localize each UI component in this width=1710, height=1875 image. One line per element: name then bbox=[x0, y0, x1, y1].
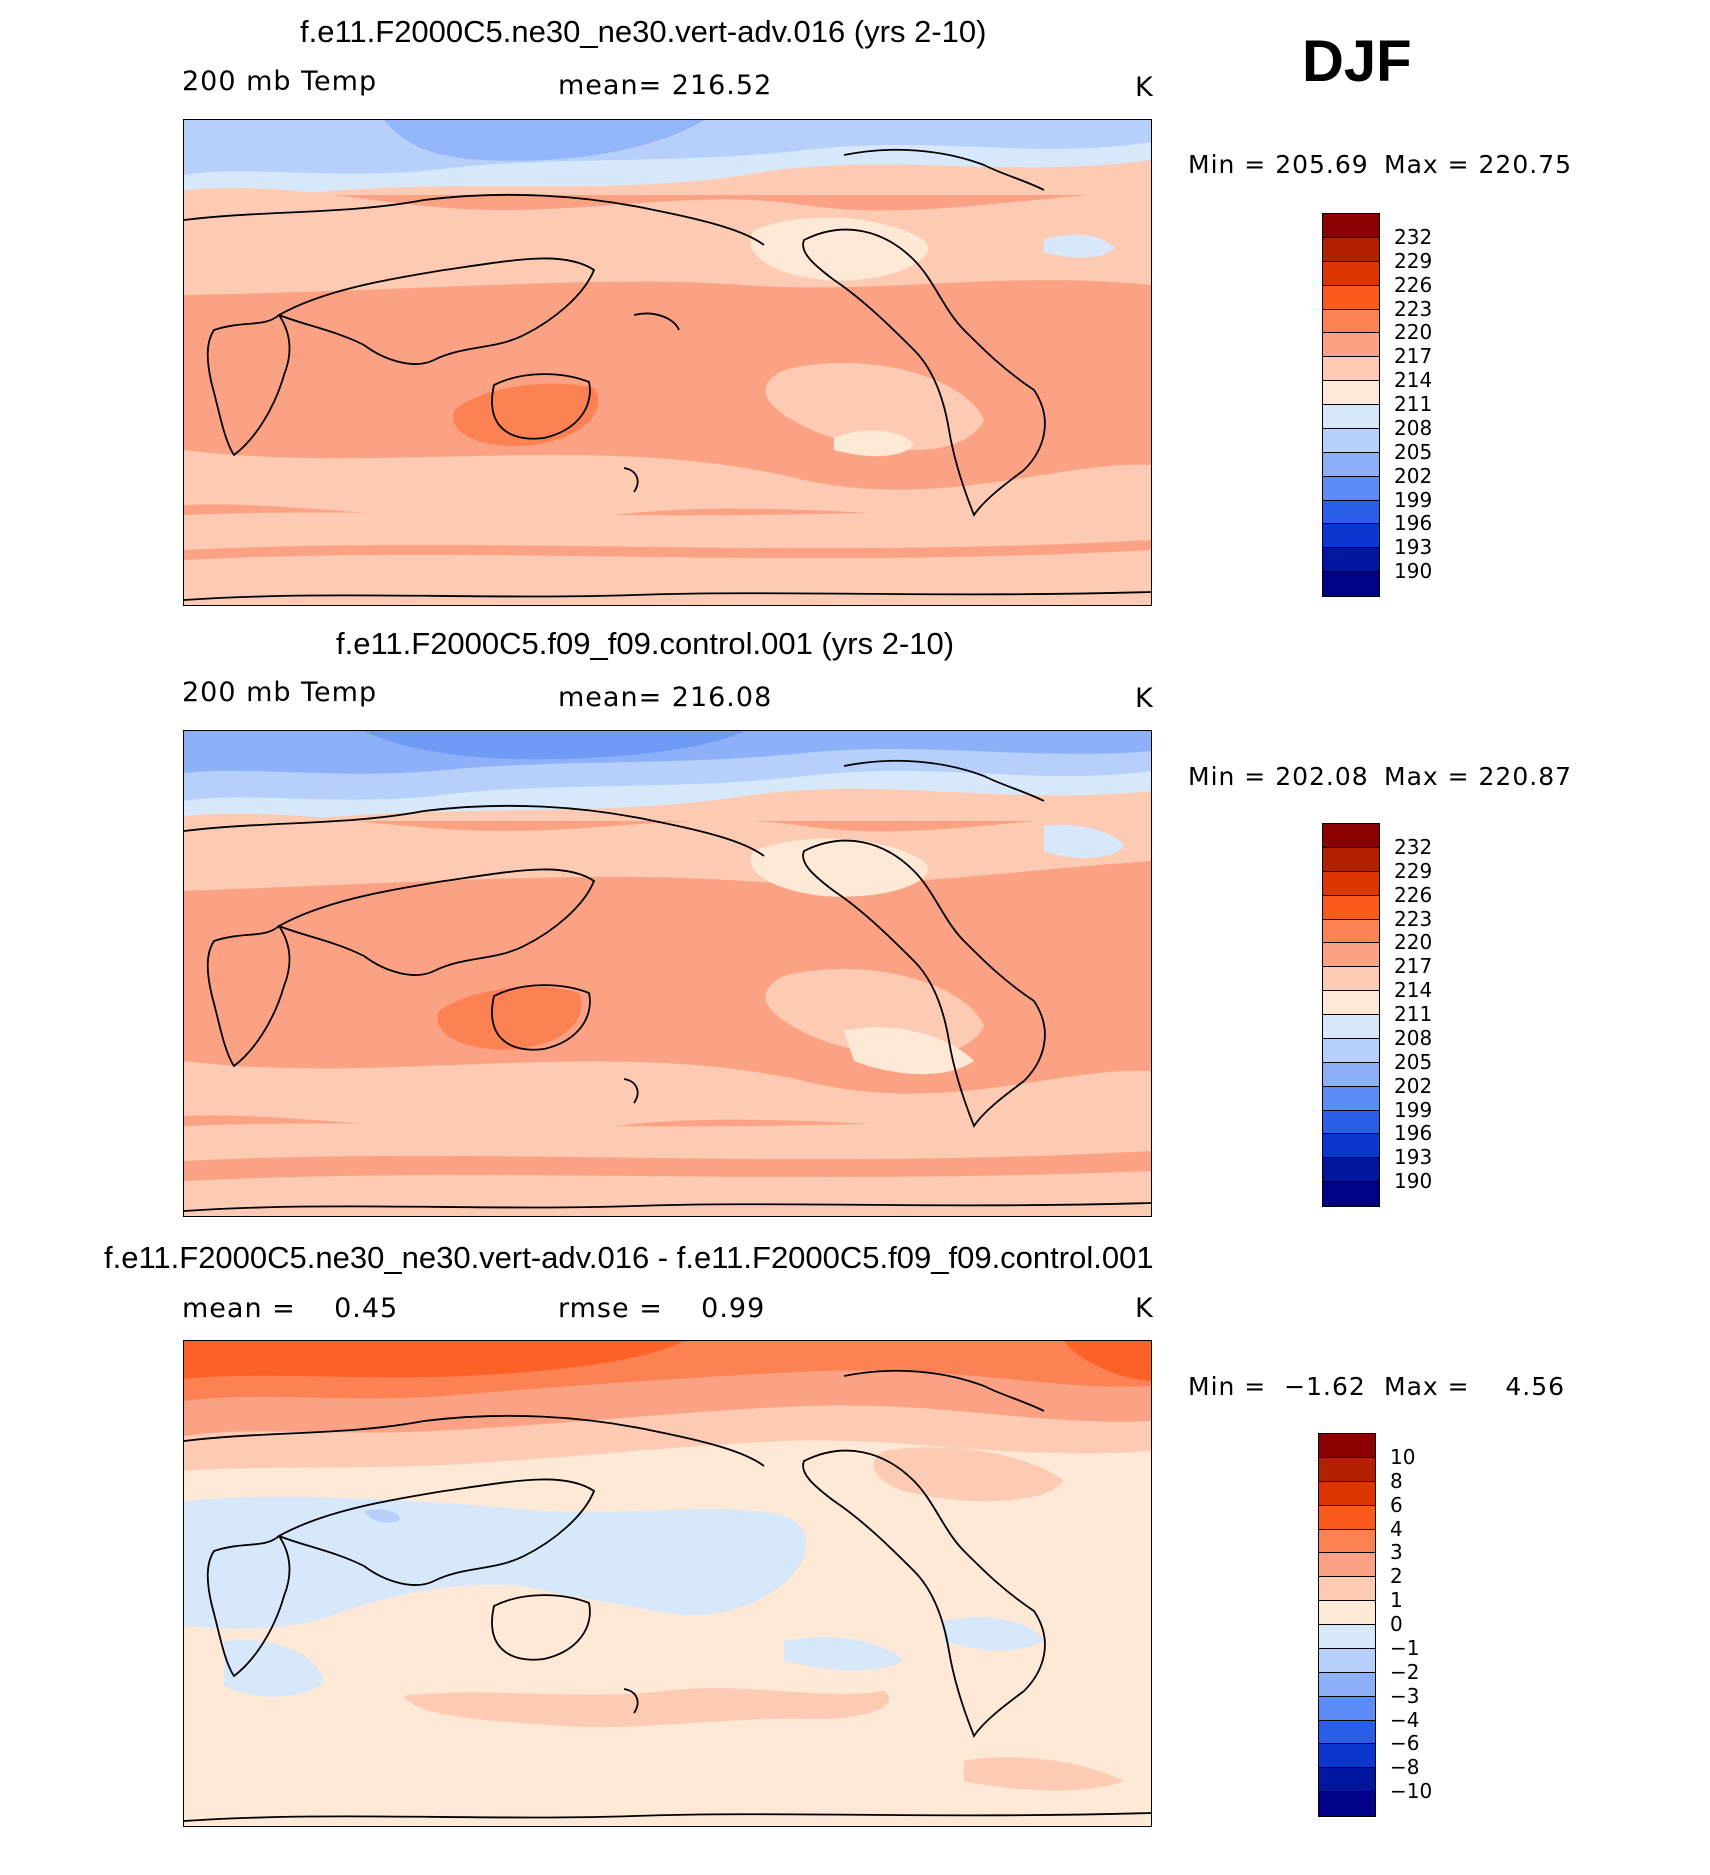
panel-2-colorbar bbox=[1322, 823, 1380, 1207]
colorbar-tick-label: 217 bbox=[1394, 344, 1432, 368]
panel-1-max: Max = 220.75 bbox=[1384, 150, 1572, 179]
panel-1-variable-label: 200 mb Temp bbox=[182, 66, 377, 97]
panel-3-max: Max = 4.56 bbox=[1384, 1372, 1565, 1401]
colorbar-tick-label: 211 bbox=[1394, 1002, 1432, 1026]
colorbar-tick-label: 6 bbox=[1390, 1493, 1403, 1517]
colorbar-tick-label: −4 bbox=[1390, 1708, 1419, 1732]
colorbar-tick-label: 229 bbox=[1394, 249, 1432, 273]
colorbar-tick-label: −1 bbox=[1390, 1636, 1419, 1660]
colorbar-tick-label: 208 bbox=[1394, 1026, 1432, 1050]
colorbar-tick-label: 220 bbox=[1394, 320, 1432, 344]
panel-2-variable-label: 200 mb Temp bbox=[182, 677, 377, 708]
panel-2-max: Max = 220.87 bbox=[1384, 762, 1572, 791]
colorbar-tick-label: 199 bbox=[1394, 488, 1432, 512]
panel-3-map bbox=[183, 1340, 1152, 1827]
colorbar-tick-label: 202 bbox=[1394, 464, 1432, 488]
panel-2-mean-label: mean= 216.08 bbox=[558, 682, 772, 713]
panel-1-colorbar bbox=[1322, 213, 1380, 597]
colorbar-tick-label: 0 bbox=[1390, 1612, 1403, 1636]
colorbar-tick-label: 202 bbox=[1394, 1074, 1432, 1098]
colorbar-tick-label: 196 bbox=[1394, 511, 1432, 535]
panel-2-min: Min = 202.08 bbox=[1188, 762, 1369, 791]
colorbar-tick-label: 214 bbox=[1394, 978, 1432, 1002]
colorbar-tick-label: 226 bbox=[1394, 883, 1432, 907]
colorbar-tick-label: 223 bbox=[1394, 297, 1432, 321]
colorbar-tick-label: 217 bbox=[1394, 954, 1432, 978]
colorbar-tick-label: 223 bbox=[1394, 907, 1432, 931]
colorbar-tick-label: 1 bbox=[1390, 1588, 1403, 1612]
panel-1-colorbar-labels: 232 229 226 223 220 217 214 211 208 205 … bbox=[1394, 213, 1474, 595]
panel-3-rmse-label: rmse = 0.99 bbox=[558, 1293, 765, 1324]
panel-2-title: f.e11.F2000C5.f09_f09.control.001 (yrs 2… bbox=[336, 626, 954, 662]
panel-1-units: K bbox=[1135, 72, 1154, 103]
colorbar-tick-label: 10 bbox=[1390, 1445, 1415, 1469]
colorbar-tick-label: −6 bbox=[1390, 1731, 1419, 1755]
panel-3-title: f.e11.F2000C5.ne30_ne30.vert-adv.016 - f… bbox=[104, 1240, 1154, 1276]
colorbar-tick-label: −2 bbox=[1390, 1660, 1419, 1684]
colorbar-tick-label: −3 bbox=[1390, 1684, 1419, 1708]
colorbar-tick-label: 220 bbox=[1394, 930, 1432, 954]
colorbar-tick-label: 205 bbox=[1394, 1050, 1432, 1074]
colorbar-tick-label: 211 bbox=[1394, 392, 1432, 416]
colorbar-tick-label: −10 bbox=[1390, 1779, 1432, 1803]
colorbar-tick-label: 4 bbox=[1390, 1517, 1403, 1541]
colorbar-tick-label: 229 bbox=[1394, 859, 1432, 883]
panel-2-map bbox=[183, 730, 1152, 1217]
colorbar-tick-label: 3 bbox=[1390, 1540, 1403, 1564]
colorbar-tick-label: 205 bbox=[1394, 440, 1432, 464]
panel-3-mean-label: mean = 0.45 bbox=[182, 1293, 398, 1324]
panel-3-colorbar bbox=[1318, 1433, 1376, 1817]
colorbar-tick-label: 232 bbox=[1394, 835, 1432, 859]
colorbar-tick-label: 196 bbox=[1394, 1121, 1432, 1145]
colorbar-tick-label: 193 bbox=[1394, 1145, 1432, 1169]
colorbar-tick-label: −8 bbox=[1390, 1755, 1419, 1779]
panel-1-title: f.e11.F2000C5.ne30_ne30.vert-adv.016 (yr… bbox=[300, 14, 986, 50]
colorbar-tick-label: 199 bbox=[1394, 1098, 1432, 1122]
panel-3-colorbar-labels: 10 8 6 4 3 2 1 0 −1 −2 −3 −4 −6 −8 −10 bbox=[1390, 1433, 1470, 1815]
panel-1-mean-label: mean= 216.52 bbox=[558, 70, 772, 101]
colorbar-tick-label: 193 bbox=[1394, 535, 1432, 559]
panel-1-min: Min = 205.69 bbox=[1188, 150, 1369, 179]
colorbar-tick-label: 208 bbox=[1394, 416, 1432, 440]
colorbar-tick-label: 8 bbox=[1390, 1469, 1403, 1493]
panel-3-units: K bbox=[1135, 1293, 1154, 1324]
panel-2-colorbar-labels: 232 229 226 223 220 217 214 211 208 205 … bbox=[1394, 823, 1474, 1205]
panel-2-units: K bbox=[1135, 683, 1154, 714]
colorbar-tick-label: 226 bbox=[1394, 273, 1432, 297]
panel-3-min: Min = −1.62 bbox=[1188, 1372, 1366, 1401]
colorbar-tick-label: 190 bbox=[1394, 1169, 1432, 1193]
colorbar-tick-label: 232 bbox=[1394, 225, 1432, 249]
colorbar-tick-label: 190 bbox=[1394, 559, 1432, 583]
colorbar-tick-label: 214 bbox=[1394, 368, 1432, 392]
season-label: DJF bbox=[1302, 28, 1412, 95]
panel-1-map bbox=[183, 119, 1152, 606]
colorbar-tick-label: 2 bbox=[1390, 1564, 1403, 1588]
